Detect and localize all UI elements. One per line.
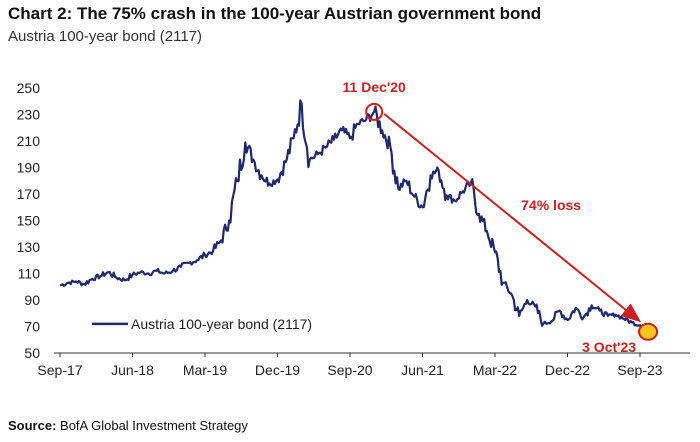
- chart-title: Chart 2: The 75% crash in the 100-year A…: [8, 4, 542, 23]
- x-tick-label: Sep-17: [37, 362, 82, 378]
- y-tick-label: 150: [17, 213, 41, 229]
- y-tick-label: 210: [17, 133, 41, 149]
- y-tick-label: 230: [17, 107, 41, 123]
- y-tick-label: 190: [17, 160, 41, 176]
- legend-label: Austria 100-year bond (2117): [131, 316, 312, 332]
- trough-label: 3 Oct'23: [582, 339, 636, 355]
- source-note: Source: BofA Global Investment Strategy: [8, 418, 248, 433]
- peak-marker-circle: [365, 102, 384, 121]
- trough-marker: [638, 322, 659, 341]
- y-tick-label: 90: [24, 292, 40, 308]
- loss-arrow: [383, 113, 642, 323]
- y-tick-label: 70: [24, 319, 40, 335]
- x-tick-label: Sep-23: [617, 362, 662, 378]
- y-tick-label: 170: [17, 186, 41, 202]
- loss-label: 74% loss: [521, 197, 581, 213]
- y-tick-label: 110: [18, 266, 41, 282]
- source-label: Source:: [8, 418, 57, 433]
- legend: Austria 100-year bond (2117): [92, 316, 312, 332]
- annotations: 11 Dec'20 74% loss 3 Oct'23: [343, 79, 659, 355]
- series-line: [59, 99, 649, 333]
- chart-subtitle: Austria 100-year bond (2117): [8, 28, 203, 45]
- line-chart: 50 70 90 110 130 150 170 190 210 230 250 Sep-17 Jun…: [17, 79, 690, 378]
- y-axis: 50 70 90 110 130 150 170 190 210 230 250: [17, 80, 41, 361]
- x-tick-label: Sep-20: [327, 362, 372, 378]
- x-tick-label: Jun-21: [401, 362, 444, 378]
- x-tick-label: Dec-22: [545, 362, 590, 378]
- x-tick-label: Mar-19: [183, 362, 228, 378]
- x-axis: Sep-17 Jun-18 Mar-19 Dec-19 Sep-20 Jun-21 Mar-…: [37, 353, 663, 378]
- y-tick-label: 50: [24, 345, 40, 361]
- y-tick-label: 250: [17, 80, 41, 96]
- peak-label: 11 Dec'20: [343, 79, 406, 95]
- x-tick-label: Mar-22: [473, 362, 518, 378]
- x-tick-label: Dec-19: [255, 362, 300, 378]
- x-tick-label: Jun-18: [111, 362, 154, 378]
- y-tick-label: 130: [17, 239, 41, 255]
- source-text: BofA Global Investment Strategy: [60, 418, 248, 433]
